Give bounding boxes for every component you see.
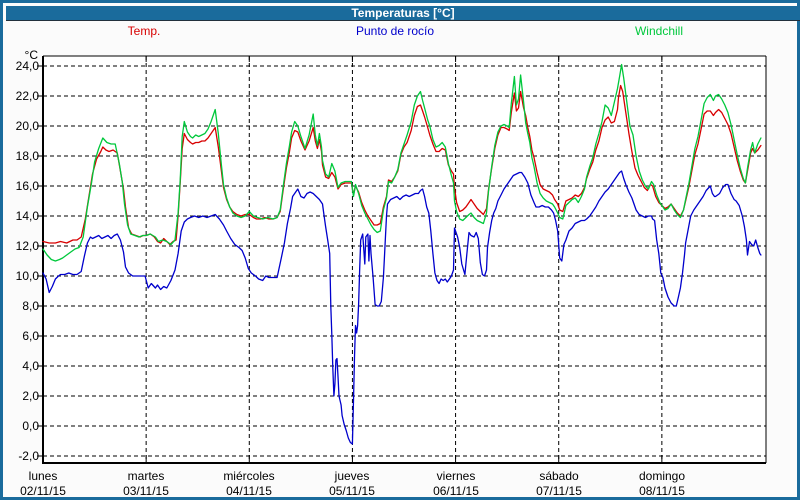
y-tick-label: 0,0: [22, 419, 39, 433]
x-day-date: 03/11/15: [123, 484, 169, 498]
series-line-windchill: [42, 63, 762, 262]
x-day-name: sábado: [539, 469, 579, 483]
y-tick-label: 22,0: [16, 89, 40, 103]
y-axis-unit: °C: [25, 48, 39, 62]
plot-area: [43, 56, 766, 463]
x-day-date: 02/11/15: [20, 484, 66, 498]
temperature-chart: 24,0 22,0 20,0 18,0 16,0 14,0 12,0 10,0 8,0 6,0 4,…: [16, 48, 767, 464]
x-day-name: lunes: [28, 469, 58, 483]
y-tick-label: 8,0: [22, 299, 39, 313]
x-day-date: 04/11/15: [226, 484, 272, 498]
x-day-date: 05/11/15: [329, 484, 375, 498]
series-line-temp-: [42, 84, 762, 246]
y-tick-label: 12,0: [16, 239, 40, 253]
series-line-punto-de-roc-o: [42, 170, 762, 445]
x-day-name: jueves: [334, 469, 370, 483]
x-day-name: domingo: [638, 469, 686, 483]
y-tick-label: 24,0: [16, 59, 40, 73]
y-tick-label: 20,0: [16, 119, 40, 133]
x-day-name: viernes: [436, 469, 476, 483]
y-tick-label: 18,0: [16, 149, 40, 163]
y-tick-label: 4,0: [22, 359, 39, 373]
y-tick-label: 2,0: [22, 389, 39, 403]
legend-dew-point: Punto de rocío: [355, 24, 435, 38]
window-title: Temperaturas [°C]: [351, 6, 455, 20]
x-day-name: miércoles: [223, 469, 275, 483]
title-bar[interactable]: Temperaturas [°C]: [6, 6, 800, 21]
y-tick-label: 14,0: [16, 209, 40, 223]
y-tick-label: -2,0: [18, 449, 39, 463]
x-day-date: 06/11/15: [433, 484, 479, 498]
legend-temp: Temp.: [127, 24, 161, 38]
legend-windchill: Windchill: [634, 24, 683, 38]
y-tick-label: 10,0: [16, 269, 40, 283]
y-tick-label: 16,0: [16, 179, 40, 193]
x-day-date: 07/11/15: [536, 484, 582, 498]
y-tick-label: 6,0: [22, 329, 39, 343]
x-day-date: 08/11/15: [639, 484, 685, 498]
x-day-name: martes: [127, 469, 165, 483]
